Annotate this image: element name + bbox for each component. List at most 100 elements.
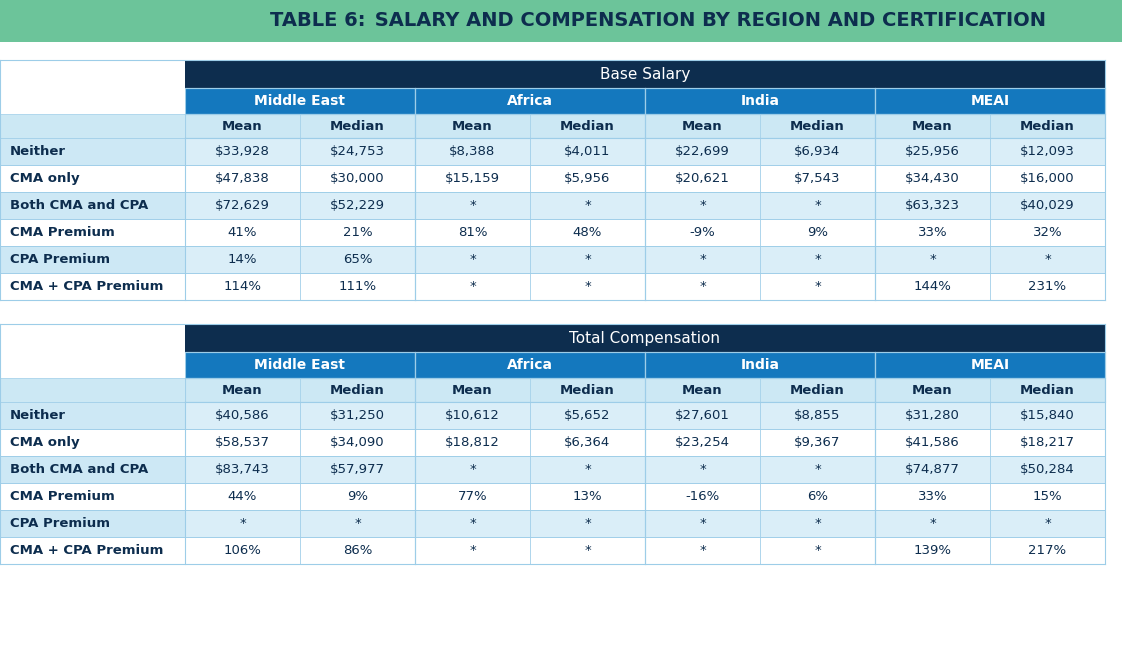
Bar <box>530 483 645 510</box>
Bar <box>760 192 875 219</box>
Text: Median: Median <box>330 119 385 133</box>
Bar <box>645 219 760 246</box>
Text: $16,000: $16,000 <box>1020 172 1075 185</box>
Bar <box>875 429 990 456</box>
Bar <box>760 483 875 510</box>
Bar <box>645 138 760 165</box>
Text: Median: Median <box>1020 383 1075 396</box>
Bar <box>875 165 990 192</box>
Bar <box>645 402 760 429</box>
Text: *: * <box>469 199 476 212</box>
Bar <box>0 352 185 378</box>
Text: 217%: 217% <box>1029 544 1067 557</box>
Bar <box>760 402 875 429</box>
Text: $47,838: $47,838 <box>215 172 270 185</box>
Text: Neither: Neither <box>10 409 66 422</box>
Bar <box>415 429 530 456</box>
Bar <box>990 429 1105 456</box>
Bar <box>875 246 990 273</box>
Bar <box>0 537 185 564</box>
Text: *: * <box>585 253 591 266</box>
Text: $41,586: $41,586 <box>905 436 960 449</box>
Bar <box>530 192 645 219</box>
Text: *: * <box>815 463 821 476</box>
Bar <box>0 324 185 352</box>
Bar <box>415 456 530 483</box>
Bar <box>645 246 760 273</box>
Bar <box>300 510 415 537</box>
Text: *: * <box>1045 517 1051 530</box>
Bar <box>990 246 1105 273</box>
Bar <box>0 0 1122 42</box>
Bar <box>760 246 875 273</box>
Text: *: * <box>815 517 821 530</box>
Bar <box>0 114 185 138</box>
Text: *: * <box>469 544 476 557</box>
Text: $34,430: $34,430 <box>905 172 960 185</box>
Bar <box>185 324 1105 352</box>
Bar <box>185 352 415 378</box>
Text: Base Salary: Base Salary <box>600 67 690 82</box>
Text: $52,229: $52,229 <box>330 199 385 212</box>
Text: Middle East: Middle East <box>255 94 346 108</box>
Bar <box>415 273 530 300</box>
Bar <box>875 219 990 246</box>
Bar <box>645 273 760 300</box>
Text: *: * <box>929 517 936 530</box>
Bar <box>300 483 415 510</box>
Text: $30,000: $30,000 <box>330 172 385 185</box>
Text: $7,543: $7,543 <box>794 172 840 185</box>
Text: Africa: Africa <box>507 358 553 372</box>
Bar <box>990 192 1105 219</box>
Bar <box>645 165 760 192</box>
Text: 33%: 33% <box>918 490 947 503</box>
Text: MEAI: MEAI <box>971 358 1010 372</box>
Bar <box>185 165 300 192</box>
Text: $58,537: $58,537 <box>215 436 270 449</box>
Bar <box>0 378 185 402</box>
Text: CPA Premium: CPA Premium <box>10 517 110 530</box>
Text: Median: Median <box>330 383 385 396</box>
Text: $20,621: $20,621 <box>675 172 730 185</box>
Text: -16%: -16% <box>686 490 719 503</box>
Bar <box>185 510 300 537</box>
Text: *: * <box>585 463 591 476</box>
Bar <box>415 510 530 537</box>
Text: *: * <box>585 517 591 530</box>
Text: 21%: 21% <box>342 226 373 239</box>
Text: Median: Median <box>790 119 845 133</box>
Text: $72,629: $72,629 <box>215 199 270 212</box>
Bar <box>645 352 875 378</box>
Text: SALARY AND COMPENSATION BY REGION AND CERTIFICATION: SALARY AND COMPENSATION BY REGION AND CE… <box>368 12 1046 31</box>
Bar <box>875 510 990 537</box>
Text: $34,090: $34,090 <box>330 436 385 449</box>
Bar <box>760 273 875 300</box>
Bar <box>185 537 300 564</box>
Text: *: * <box>815 280 821 293</box>
Bar <box>875 273 990 300</box>
Text: $5,652: $5,652 <box>564 409 610 422</box>
Bar <box>875 456 990 483</box>
Bar <box>300 165 415 192</box>
Text: $40,586: $40,586 <box>215 409 269 422</box>
Bar <box>0 402 185 429</box>
Bar <box>875 483 990 510</box>
Bar <box>300 138 415 165</box>
Text: 14%: 14% <box>228 253 257 266</box>
Bar <box>990 219 1105 246</box>
Bar <box>185 138 300 165</box>
Text: 114%: 114% <box>223 280 261 293</box>
Bar <box>185 429 300 456</box>
Bar <box>990 273 1105 300</box>
Text: $8,855: $8,855 <box>794 409 840 422</box>
Text: $50,284: $50,284 <box>1020 463 1075 476</box>
Text: $57,977: $57,977 <box>330 463 385 476</box>
Text: CMA + CPA Premium: CMA + CPA Premium <box>10 544 164 557</box>
Text: $31,280: $31,280 <box>905 409 960 422</box>
Bar <box>875 352 1105 378</box>
Bar <box>185 192 300 219</box>
Bar <box>760 429 875 456</box>
Bar <box>415 537 530 564</box>
Text: 32%: 32% <box>1032 226 1063 239</box>
Bar <box>875 192 990 219</box>
